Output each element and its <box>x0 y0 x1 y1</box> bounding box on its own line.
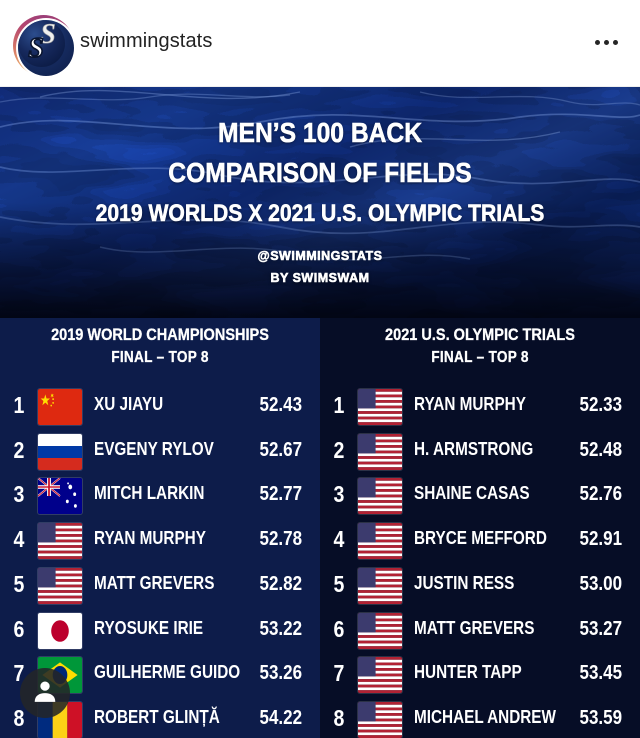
svg-text:S: S <box>28 33 44 64</box>
